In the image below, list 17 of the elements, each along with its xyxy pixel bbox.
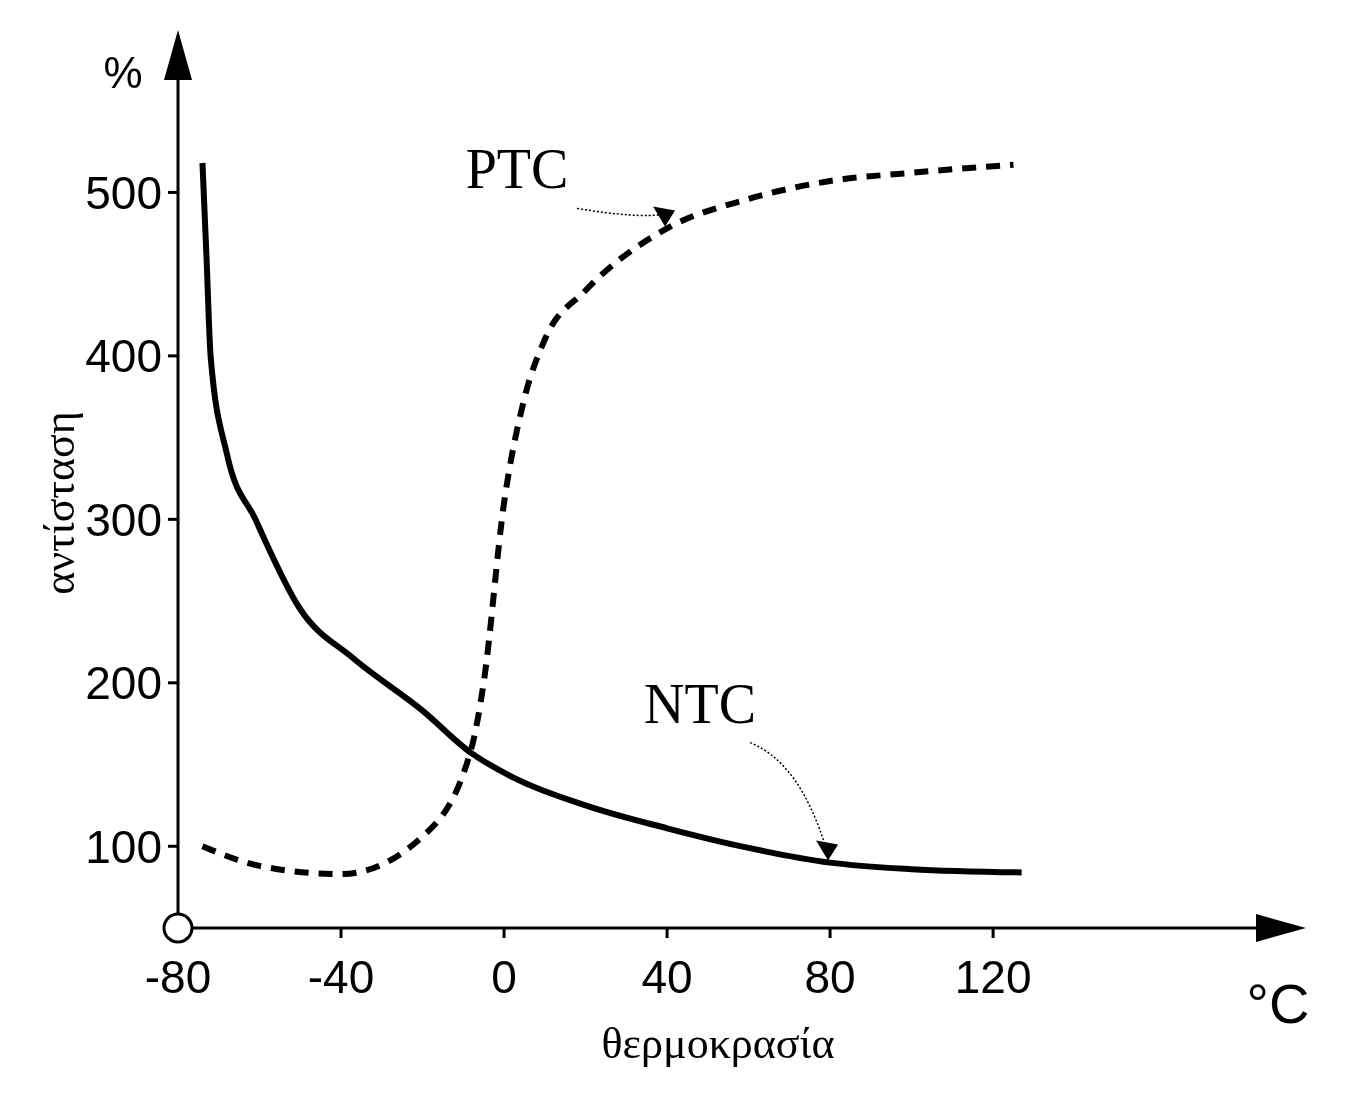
text: °C — [1246, 972, 1310, 1035]
x-tick-label: 40 — [641, 950, 693, 1003]
series-label: PTC — [465, 138, 569, 201]
y-axis-title: αντίσταση — [34, 411, 84, 595]
x-tick-label: -40 — [307, 950, 375, 1003]
x-tick-label: 120 — [954, 950, 1032, 1003]
y-tick-label: 100 — [85, 820, 162, 873]
x-tick-label: 80 — [804, 950, 856, 1003]
x-tick-label: -80 — [144, 950, 212, 1003]
y-tick-label: 300 — [85, 493, 162, 546]
y-tick-label: 200 — [85, 657, 162, 710]
series-label: NTC — [644, 672, 757, 735]
x-axis-title: θερμοκρασία — [601, 1019, 835, 1068]
y-tick-label: 500 — [85, 166, 162, 219]
x-tick-label: 0 — [491, 950, 517, 1003]
text: % — [103, 48, 143, 97]
y-tick-label: 400 — [85, 330, 162, 383]
